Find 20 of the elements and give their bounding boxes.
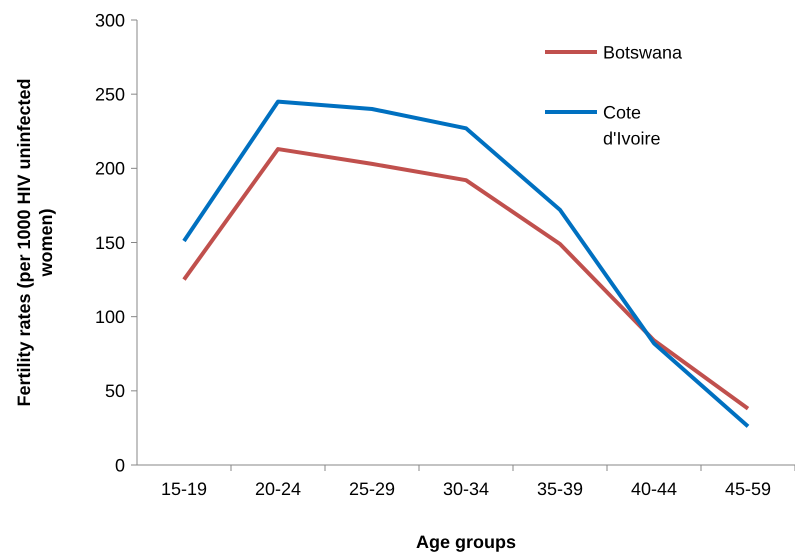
y-tick-label: 150	[94, 232, 125, 253]
y-tick-label: 200	[94, 158, 125, 179]
x-tick-label: 40-44	[630, 479, 678, 499]
x-tick-label: 15-19	[160, 479, 208, 499]
y-tick-label: 0	[114, 455, 125, 476]
x-tick-label: 35-39	[536, 479, 584, 499]
legend-label: Botswana	[603, 42, 684, 62]
y-tick-label: 100	[94, 306, 125, 327]
y-tick-label: 250	[94, 84, 125, 104]
x-axis-title: Age groups	[416, 532, 516, 552]
x-tick-label: 45-59	[724, 479, 772, 499]
x-tick-label: 20-24	[254, 479, 302, 499]
y-axis-title: Fertility rates (per 1000 HIV uninfected women)	[14, 78, 56, 407]
line-series	[182, 100, 750, 428]
y-tick-label: 300	[94, 10, 125, 30]
y-tick-label: 50	[104, 381, 125, 402]
x-tick-label: 30-34	[442, 479, 490, 499]
x-tick-label: 25-29	[348, 479, 396, 499]
legend-label: Cote d'Ivoire	[603, 102, 660, 148]
line-series	[182, 147, 750, 411]
